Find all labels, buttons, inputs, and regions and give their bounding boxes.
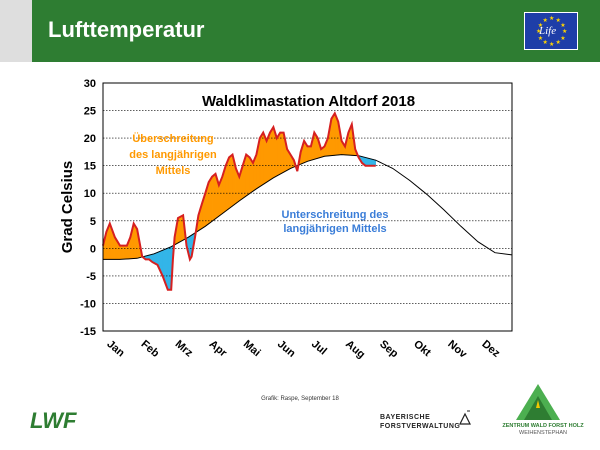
y-tick-label: 30 (84, 78, 96, 90)
page-title: Lufttemperatur (48, 17, 205, 42)
zentrum-logo-text: ZENTRUM WALD FORST HOLZ WEIHENSTEPHAN (488, 423, 598, 437)
zentrum-line-1: ZENTRUM WALD FORST HOLZ (502, 423, 584, 429)
eu-star-icon: ★ (560, 22, 566, 29)
above-mean-area (123, 245, 128, 260)
eu-star-icon: ★ (549, 42, 555, 48)
bayerische-forstverwaltung-logo: BAYERISCHE FORSTVERWALTUNG (380, 413, 460, 431)
x-tick-label: Apr (207, 338, 230, 360)
eu-star-icon: ★ (536, 29, 542, 35)
above-mean-area (307, 146, 312, 162)
y-tick-label: -10 (80, 298, 96, 310)
annotation-below: Unterschreitung des (282, 209, 389, 221)
y-tick-label: 0 (90, 243, 96, 255)
series-line-2018 (102, 111, 376, 291)
plot-background (103, 83, 512, 331)
annotation-above: Mittels (156, 165, 191, 177)
x-tick-label: Jan (104, 338, 126, 360)
annotation-below: langjährigen Mittels (283, 223, 386, 235)
temperature-chart: -15 -10 -5 0 5 10 15 20 25 30 Jan Feb Mrz Apr Mai Jun Ju… (59, 78, 513, 361)
eu-star-icon: ★ (560, 35, 566, 42)
eu-life-logo: Life ★ ★ ★ ★ ★ ★ ★ ★ ★ ★ ★ ★ (524, 12, 578, 50)
y-tick-label: 10 (84, 188, 96, 200)
y-tick-label: 15 (84, 161, 96, 173)
header-bar: Lufttemperatur Life ★ ★ ★ ★ ★ ★ ★ ★ ★ ★ ★ ★ (32, 0, 600, 62)
above-mean-area (119, 245, 124, 260)
eu-star-icon: ★ (555, 40, 561, 47)
x-tick-label: Feb (139, 338, 162, 360)
y-tick-label: -5 (86, 271, 96, 283)
chart-title: Waldklimastation Altdorf 2018 (202, 93, 415, 110)
y-tick-label: -15 (80, 326, 96, 338)
zentrum-line-2: WEIHENSTEPHAN (519, 430, 567, 436)
x-tick-label: Aug (343, 338, 367, 361)
bayern-tree-icon (459, 410, 471, 425)
x-tick-label: Jun (275, 338, 298, 360)
above-mean-area (211, 173, 216, 222)
above-mean-area (228, 154, 233, 210)
plot-area: -15 -10 -5 0 5 10 15 20 25 30 Jan Feb Mrz Apr Mai Jun Ju… (59, 78, 513, 361)
above-mean-area (245, 154, 250, 197)
zentrum-mountain-icon (516, 384, 560, 420)
annotation-above: Überschreitung (132, 132, 213, 145)
eu-star-icon: ★ (555, 17, 561, 24)
eu-star-icon: ★ (562, 29, 568, 35)
eu-star-icon: ★ (542, 40, 548, 47)
x-tick-label: Sep (377, 338, 400, 360)
y-tick-label: 5 (90, 216, 96, 228)
eu-star-icon: ★ (542, 17, 548, 24)
above-mean-area (279, 132, 284, 175)
header-grey-strip (0, 0, 32, 62)
chart-credit: Grafik: Raspe, September 18 (261, 396, 339, 402)
eu-star-icon: ★ (549, 16, 555, 22)
x-tick-label: Mrz (173, 338, 196, 360)
bayern-line-1: BAYERISCHE (380, 414, 431, 421)
plot-frame (102, 82, 513, 332)
x-tick-label: Jul (309, 338, 329, 357)
eu-star-icon: ★ (537, 22, 544, 29)
above-mean-area (269, 126, 274, 181)
annotation-above: des langjährigen (129, 149, 217, 161)
x-tick-label: Mai (241, 338, 263, 359)
y-tick-label: 25 (84, 106, 96, 118)
x-tick-label: Nov (445, 338, 469, 361)
x-tick-label: Okt (411, 338, 433, 359)
above-mean-area (259, 131, 264, 188)
y-tick-label: 20 (84, 133, 96, 145)
bayern-line-2: FORSTVERWALTUNG (380, 423, 461, 430)
y-axis-label: Grad Celsius (59, 161, 76, 254)
eu-life-logo-text: Life (539, 25, 557, 37)
lwf-logo: LWF (30, 408, 77, 432)
x-tick-label: Dez (479, 338, 502, 360)
eu-star-icon: ★ (537, 35, 544, 42)
series-line-mean (103, 154, 513, 260)
lwf-logo-text: LWF (30, 408, 77, 432)
